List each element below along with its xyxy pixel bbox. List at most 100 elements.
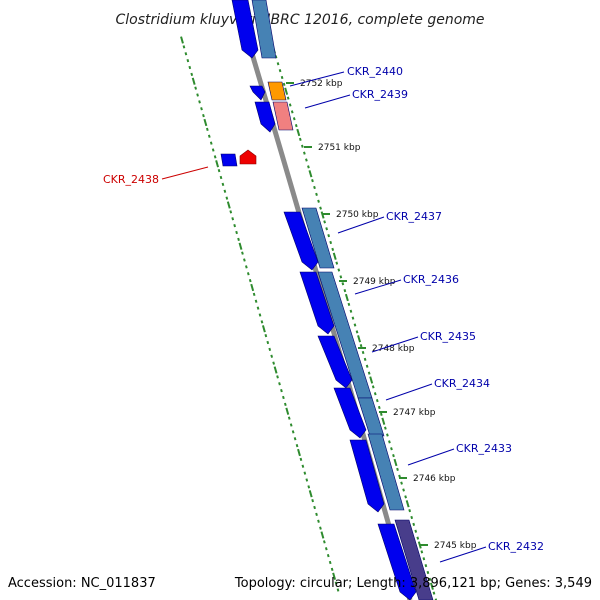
right-tick (323, 220, 326, 224)
gene-band[interactable] (301, 207, 335, 269)
right-tick (300, 144, 304, 148)
left-tick (276, 375, 279, 379)
left-tick (285, 407, 290, 415)
left-tick (188, 65, 192, 70)
left-tick (248, 279, 252, 283)
left-tick (211, 148, 215, 152)
gene-arrow[interactable] (333, 387, 367, 439)
right-tick (296, 128, 301, 137)
left-tick (328, 560, 332, 565)
right-tick (396, 467, 399, 472)
gene-label-ckr-2439[interactable]: CKR_2439 (352, 88, 408, 101)
left-tick (209, 141, 213, 145)
left-tick (305, 478, 309, 482)
gene-label-ckr-2434[interactable]: CKR_2434 (434, 377, 490, 390)
left-tick (245, 265, 248, 269)
left-tick (278, 382, 281, 386)
leader-line-ckr-2434 (385, 383, 433, 401)
right-tick (353, 323, 357, 327)
left-tick (308, 490, 313, 498)
left-tick (190, 72, 194, 76)
gene-arrow[interactable] (249, 85, 266, 101)
gene-label-ckr-2435[interactable]: CKR_2435 (420, 330, 476, 343)
right-tick (426, 570, 430, 575)
gene-arrow[interactable] (283, 211, 319, 271)
left-tick (254, 299, 258, 303)
right-tick (402, 488, 405, 492)
right-tick (434, 598, 438, 600)
gene-label-ckr-2437[interactable]: CKR_2437 (386, 210, 442, 223)
right-tick (347, 302, 351, 307)
left-tick (196, 93, 199, 97)
right-tick (332, 252, 337, 260)
left-tick (221, 182, 225, 186)
gene-band-pink[interactable] (272, 101, 294, 131)
right-tick (365, 364, 369, 368)
gene-band-orange[interactable] (267, 81, 287, 101)
kbp-label-2747: 2747 kbp (393, 408, 436, 418)
right-tick (325, 227, 329, 231)
gene-label-ckr-2436[interactable]: CKR_2436 (403, 273, 459, 286)
right-tick (393, 458, 398, 467)
gene-label-ckr-2440[interactable]: CKR_2440 (347, 65, 403, 78)
left-tick (291, 430, 295, 434)
gene-arrow[interactable] (377, 523, 417, 600)
left-tick (315, 512, 318, 516)
right-tick (363, 357, 367, 362)
gene-arrow[interactable] (299, 271, 335, 335)
left-tick (182, 45, 186, 49)
right-tick (305, 158, 308, 162)
right-tick (308, 170, 313, 178)
left-tick (238, 242, 243, 250)
gene-band-purple[interactable] (394, 519, 434, 600)
left-tick (237, 237, 240, 241)
left-tick (307, 485, 311, 489)
gene-band[interactable] (367, 433, 405, 511)
right-tick (373, 392, 377, 396)
right-tick (361, 350, 365, 355)
left-tick (289, 423, 293, 427)
left-tick (213, 155, 217, 159)
right-tick (335, 261, 339, 265)
gene-band[interactable] (357, 397, 385, 437)
gene-arrow[interactable] (317, 335, 353, 389)
left-tick (217, 169, 221, 173)
left-tick (297, 448, 301, 457)
left-tick (235, 230, 238, 235)
right-tick (339, 275, 343, 279)
right-tick (417, 541, 422, 549)
gene-arrow[interactable] (349, 439, 385, 513)
gene-label-ckr-2433[interactable]: CKR_2433 (456, 442, 512, 455)
gene-label-ckr-2438[interactable]: CKR_2438 (103, 173, 159, 186)
right-tick (388, 440, 391, 444)
right-tick (386, 433, 389, 437)
right-tick (307, 165, 310, 169)
right-tick (280, 75, 284, 80)
right-tick (359, 343, 363, 348)
right-tick (375, 398, 379, 403)
left-tick (293, 437, 297, 441)
gene-arrow[interactable] (220, 153, 238, 167)
left-tick (243, 258, 246, 262)
right-tick (313, 185, 316, 190)
right-tick (432, 591, 436, 595)
right-tick (278, 68, 282, 73)
gene-label-ckr-2432[interactable]: CKR_2432 (488, 540, 544, 553)
right-tick (341, 282, 345, 286)
gene-band[interactable] (251, 0, 277, 59)
gene-arrow[interactable] (254, 101, 276, 133)
right-tick (286, 96, 290, 100)
right-tick (405, 500, 410, 508)
leader-line-ckr-2439 (304, 94, 351, 109)
right-tick (284, 87, 289, 95)
right-tick (408, 508, 412, 513)
leader-line-ckr-2432 (439, 546, 487, 563)
right-tick (327, 233, 331, 238)
right-tick (290, 110, 294, 114)
gene-ckr-2438[interactable] (239, 149, 257, 165)
right-tick (414, 529, 418, 533)
left-tick (268, 347, 272, 351)
gene-arrow[interactable] (231, 0, 259, 59)
right-tick (303, 151, 306, 155)
